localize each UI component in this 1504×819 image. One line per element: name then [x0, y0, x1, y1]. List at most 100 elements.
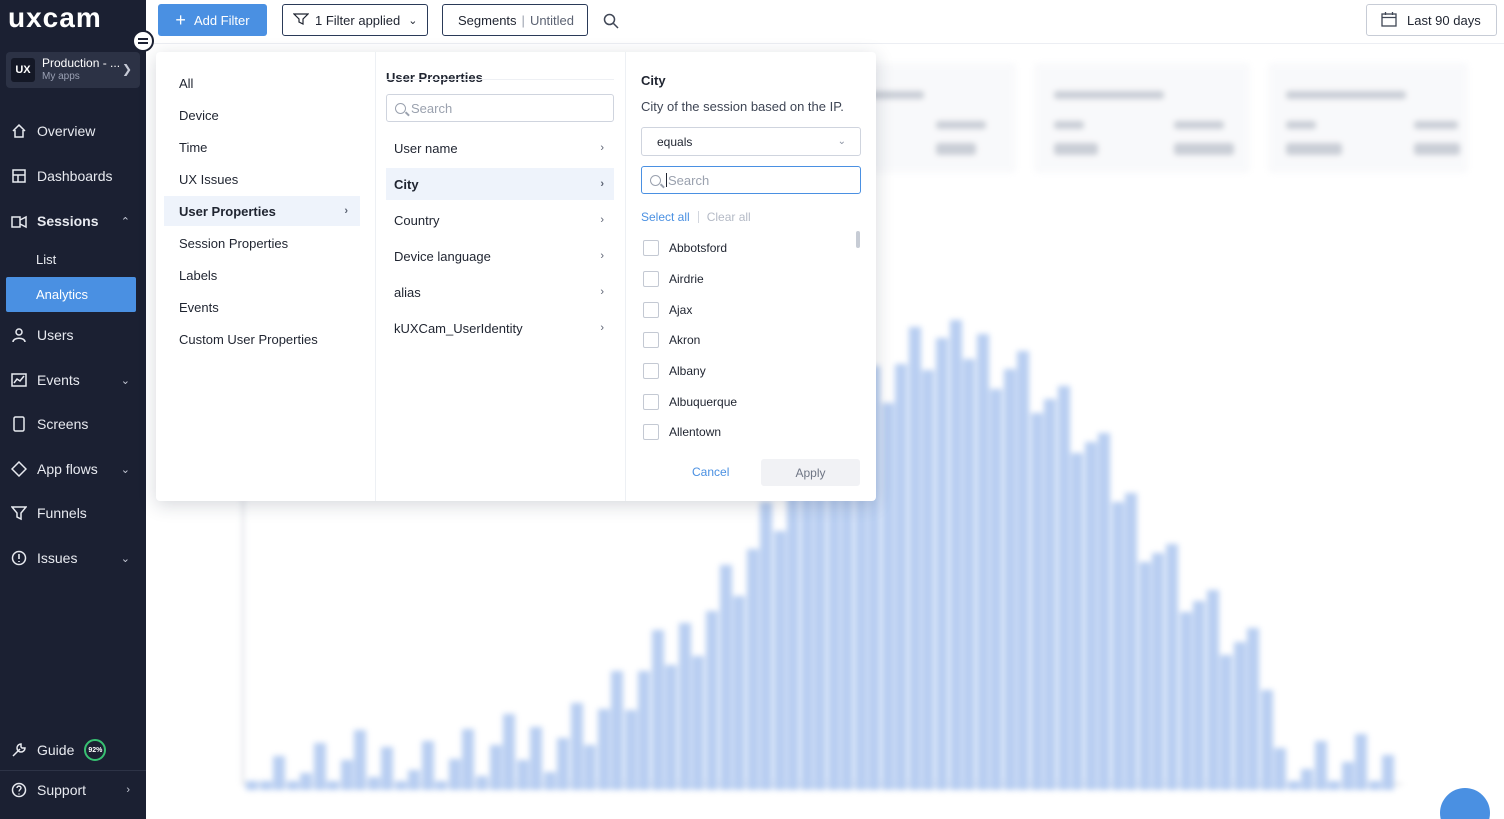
apply-button[interactable]: Apply [761, 459, 860, 486]
nav-events[interactable]: Events ⌄ [0, 362, 146, 398]
background-bar [1111, 501, 1124, 790]
checkbox[interactable] [643, 332, 659, 348]
cancel-button[interactable]: Cancel [692, 465, 730, 479]
category-custom-user-properties[interactable]: Custom User Properties [179, 331, 318, 347]
filters-applied-label: 1 Filter applied [315, 12, 401, 28]
nav-funnels[interactable]: Funnels [0, 495, 146, 531]
metric-card [1034, 63, 1250, 173]
properties-search-input[interactable]: Search [386, 94, 614, 122]
nav-overview[interactable]: Overview [0, 113, 146, 149]
nav-users[interactable]: Users [0, 317, 146, 353]
nav-app-flows[interactable]: App flows ⌄ [0, 451, 146, 487]
category-labels[interactable]: Labels [179, 267, 218, 283]
category-events[interactable]: Events [179, 299, 219, 315]
checkbox[interactable] [643, 240, 659, 256]
nav-sessions-analytics[interactable]: Analytics [6, 277, 136, 312]
nav-support-label: Support [37, 782, 87, 798]
uxcam-logo[interactable]: uxcam [8, 2, 102, 33]
background-bar [990, 389, 1003, 790]
app-subtitle: My apps [42, 71, 80, 82]
nav-support[interactable]: Support › [0, 772, 146, 808]
segments-button[interactable]: Segments | Untitled [442, 4, 588, 36]
nav-guide[interactable]: Guide 92% [0, 732, 146, 768]
background-bar [1003, 369, 1016, 790]
search-icon [650, 174, 661, 186]
segments-value: Untitled [529, 12, 575, 28]
property-label: kUXCam_UserIdentity [394, 320, 523, 336]
background-bar [557, 738, 570, 790]
operator-select[interactable]: equals ⌄ [641, 127, 861, 156]
nav-issues-label: Issues [37, 550, 78, 566]
detail-title: City [641, 73, 666, 88]
add-filter-button[interactable]: + Add Filter [158, 4, 267, 36]
nav-sessions-list[interactable]: List [36, 252, 57, 267]
category-session-properties[interactable]: Session Properties [179, 235, 289, 251]
property-label: Country [394, 212, 440, 228]
calendar-icon [1381, 11, 1397, 30]
background-bar [733, 596, 746, 790]
property-device-language[interactable]: Device language › [386, 240, 614, 272]
category-user-properties[interactable]: User Properties › [164, 196, 360, 226]
background-bar [719, 565, 732, 790]
background-bar [1341, 761, 1354, 790]
search-icon[interactable] [603, 13, 619, 34]
nav-dashboards[interactable]: Dashboards [0, 158, 146, 194]
guide-progress-badge: 92% [84, 739, 107, 761]
background-bar [246, 780, 259, 790]
background-bar [1368, 780, 1381, 790]
background-bar [1152, 553, 1165, 790]
nav-screens[interactable]: Screens [0, 406, 146, 442]
background-bar [313, 742, 326, 790]
select-all-link[interactable]: Select all [641, 210, 690, 224]
background-bar [1193, 601, 1206, 790]
date-range-label: Last 90 days [1407, 12, 1481, 28]
values-search-input[interactable]: Search [641, 166, 861, 194]
background-bar [895, 363, 908, 790]
property-country[interactable]: Country › [386, 204, 614, 236]
sidebar-collapse-button[interactable] [132, 30, 154, 52]
category-all[interactable]: All [179, 75, 194, 91]
chevron-down-icon: ⌄ [120, 552, 130, 565]
property-kuxcam-useridentity[interactable]: kUXCam_UserIdentity › [386, 312, 614, 344]
background-bar [273, 755, 286, 790]
option-item[interactable]: Abbotsford [643, 239, 727, 257]
filters-applied-button[interactable]: 1 Filter applied ⌄ [282, 4, 428, 36]
background-bar [462, 728, 475, 790]
background-bar [1179, 611, 1192, 790]
clear-all-link[interactable]: Clear all [706, 210, 751, 224]
option-item[interactable]: Airdrie [643, 270, 704, 288]
category-device[interactable]: Device [179, 107, 219, 123]
option-item[interactable]: Albuquerque [643, 393, 737, 411]
help-circle-icon [10, 781, 28, 799]
option-label: Abbotsford [669, 241, 728, 255]
wrench-icon [10, 741, 28, 759]
background-bar [1098, 432, 1111, 790]
option-item[interactable]: Akron [643, 331, 700, 349]
app-switcher[interactable]: UX Production - ... My apps ❯ [6, 52, 140, 88]
background-bar [692, 656, 705, 790]
checkbox[interactable] [643, 363, 659, 379]
background-bar [408, 769, 421, 790]
checkbox[interactable] [643, 302, 659, 318]
property-user-name[interactable]: User name › [386, 132, 614, 164]
checkbox[interactable] [643, 394, 659, 410]
property-alias[interactable]: alias › [386, 276, 614, 308]
dashboard-background [146, 45, 1504, 819]
background-bar [1125, 492, 1138, 790]
checkbox[interactable] [643, 271, 659, 287]
category-time[interactable]: Time [179, 139, 208, 155]
option-item[interactable]: Ajax [643, 301, 692, 319]
events-icon [10, 371, 28, 389]
options-scrollbar[interactable] [856, 231, 860, 248]
nav-issues[interactable]: Issues ⌄ [0, 540, 146, 576]
nav-sessions[interactable]: Sessions ⌃ [0, 203, 146, 239]
date-range-button[interactable]: Last 90 days [1366, 4, 1497, 36]
option-label: Albuquerque [669, 395, 738, 409]
checkbox[interactable] [643, 424, 659, 440]
funnel-icon [10, 504, 28, 522]
background-bar [624, 710, 637, 790]
category-ux-issues[interactable]: UX Issues [179, 171, 239, 187]
property-city[interactable]: City › [386, 168, 614, 200]
option-item[interactable]: Allentown [643, 423, 721, 441]
option-item[interactable]: Albany [643, 362, 706, 380]
